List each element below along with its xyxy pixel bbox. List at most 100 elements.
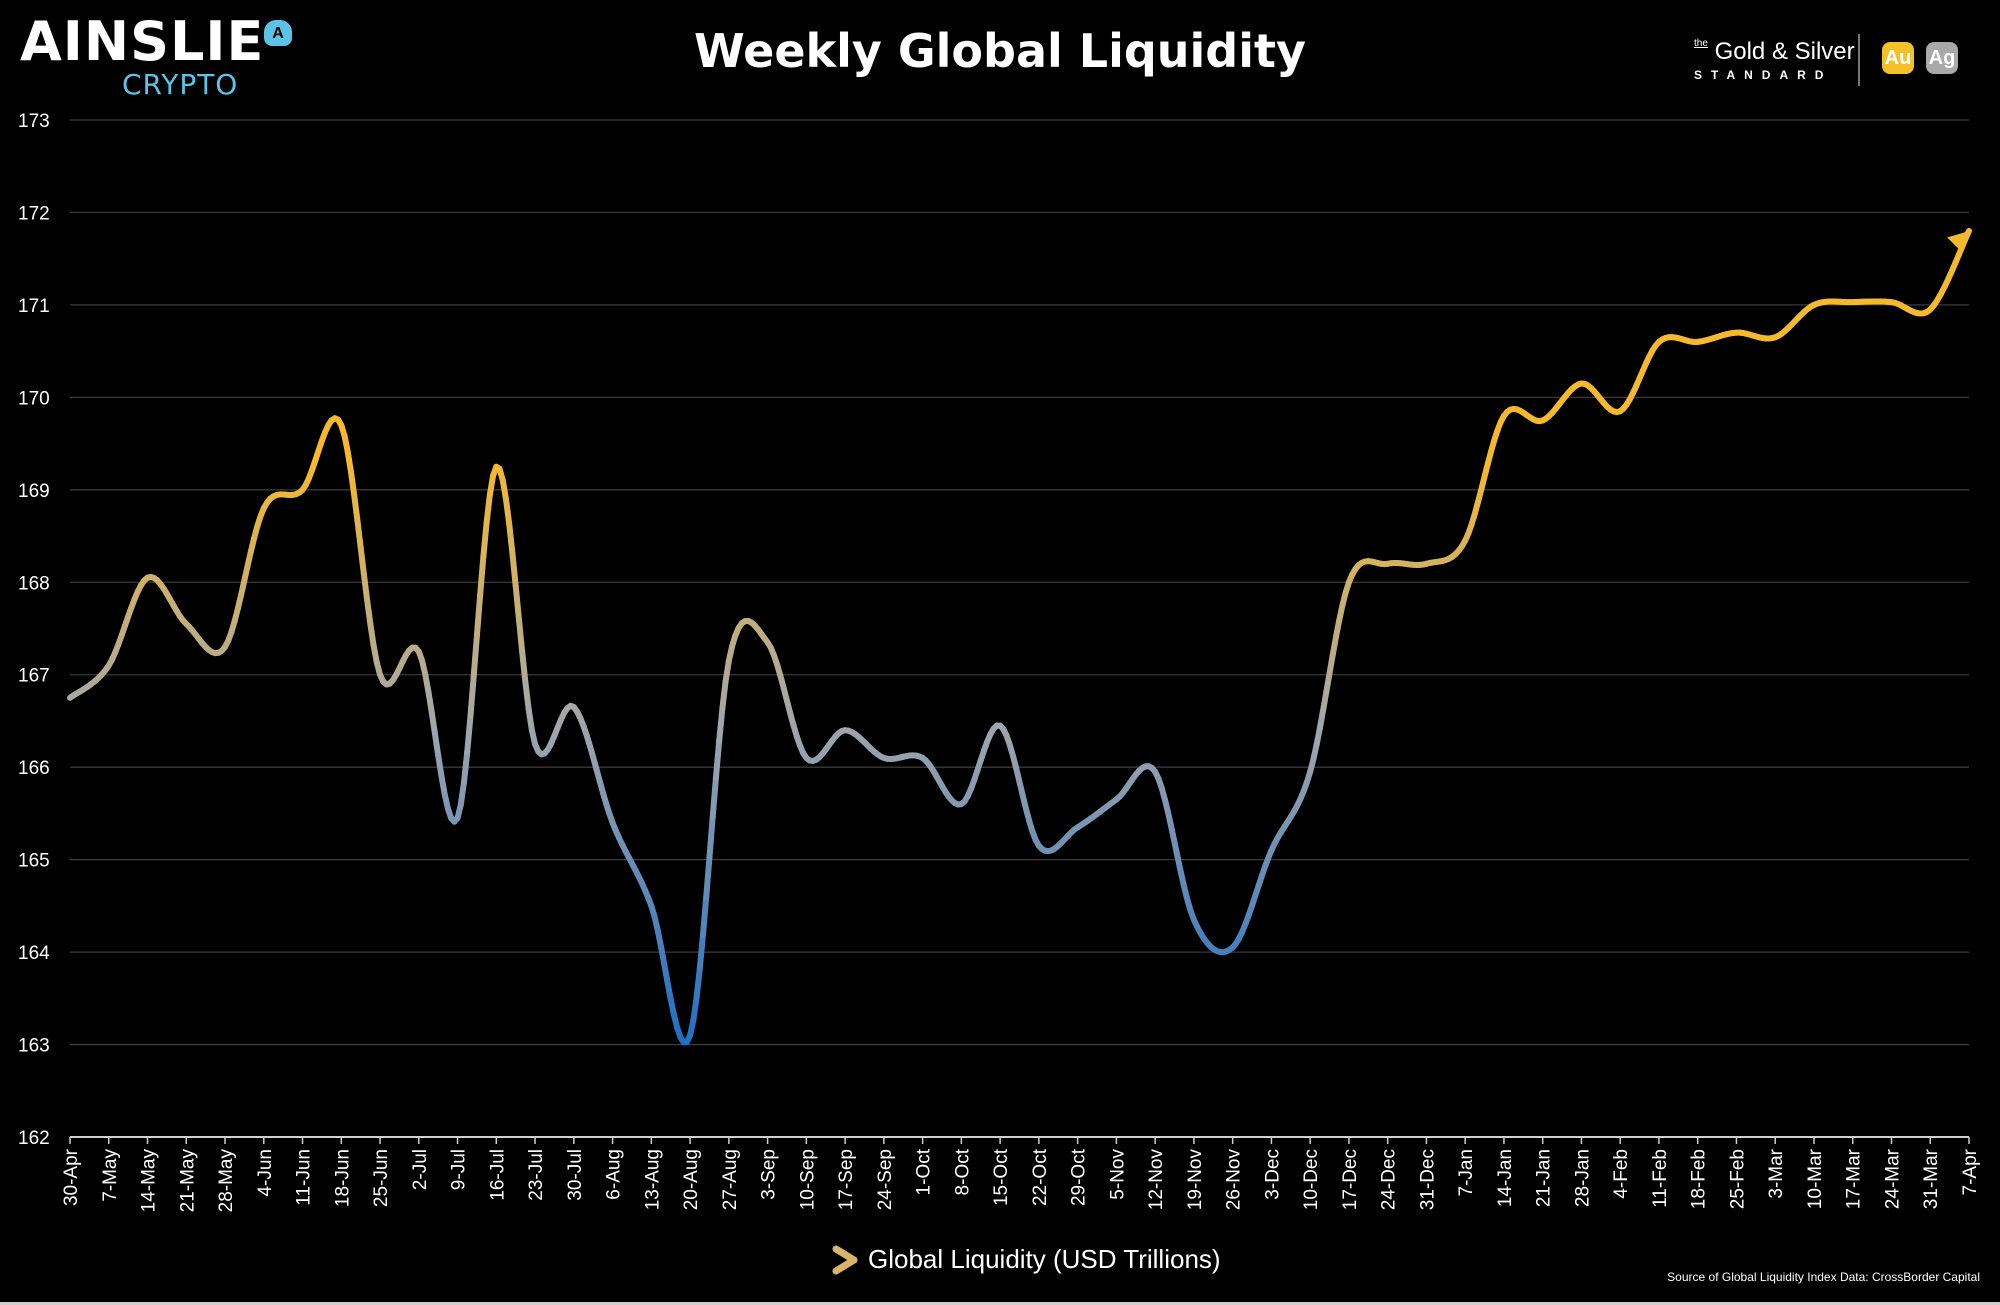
line-segment: [477, 553, 487, 598]
line-segment: [719, 678, 729, 712]
x-tick-label: 18-Jun: [332, 1149, 353, 1207]
line-segment: [506, 521, 516, 557]
x-tick-label: 15-Oct: [991, 1148, 1012, 1206]
x-tick-label: 10-Sep: [797, 1149, 818, 1210]
series-arrowhead: [1947, 230, 1969, 253]
data-points: [70, 231, 1969, 1036]
x-tick-label: 24-Sep: [875, 1149, 896, 1210]
x-tick-label: 7-May: [100, 1149, 121, 1202]
line-segment: [464, 712, 474, 755]
line-segment: [1323, 670, 1333, 696]
x-tick-label: 7-Apr: [1960, 1148, 1981, 1195]
silver-icon: Ag: [1926, 42, 1958, 74]
line-segment: [525, 705, 535, 733]
y-axis-ticks: 162 163 164 165 166 167 168 169 170 171 172 173: [18, 111, 50, 1149]
x-tick-label: 17-Dec: [1340, 1149, 1361, 1210]
y-tick-label: 172: [18, 203, 50, 224]
y-tick-label: 168: [18, 573, 50, 594]
bottom-border: [0, 1302, 2000, 1305]
x-tick-label: 10-Mar: [1805, 1148, 1826, 1209]
line-segment: [367, 621, 377, 649]
x-tick-label: 14-May: [139, 1149, 160, 1213]
line-segment: [522, 679, 532, 712]
y-tick-label: 169: [18, 481, 50, 502]
x-tick-label: 9-Jul: [449, 1149, 470, 1190]
x-tick-label: 3-Dec: [1262, 1149, 1283, 1200]
source-note: Source of Global Liquidity Index Data: C…: [1667, 1270, 1980, 1284]
line-segment: [431, 730, 442, 759]
legend-label: Global Liquidity (USD Trillions): [868, 1244, 1221, 1274]
line-segment: [364, 597, 374, 628]
line-segment: [486, 472, 497, 498]
line-segment: [512, 582, 522, 622]
line-segment: [1326, 651, 1336, 677]
x-tick-label: 18-Feb: [1689, 1149, 1710, 1209]
line-segment: [473, 591, 484, 639]
y-tick-label: 163: [18, 1036, 50, 1057]
x-tick-label: 2-Jul: [410, 1149, 431, 1190]
line-segment: [357, 544, 367, 578]
gold-silver-standard-logo: the Gold & Silver STANDARD: [1694, 38, 1855, 82]
x-tick-label: 27-Aug: [720, 1149, 741, 1210]
partner-the: the: [1694, 38, 1708, 49]
line-segment: [480, 519, 490, 560]
x-tick-label: 4-Feb: [1611, 1149, 1632, 1199]
y-tick-label: 166: [18, 758, 50, 779]
line-segment: [351, 492, 361, 524]
x-tick-label: 31-Mar: [1921, 1148, 1942, 1209]
x-tick-label: 5-Nov: [1107, 1149, 1128, 1200]
x-tick-label: 21-Jan: [1534, 1149, 1555, 1207]
line-segment: [354, 517, 364, 551]
line-segment: [344, 448, 354, 475]
x-tick-label: 12-Nov: [1146, 1149, 1167, 1211]
x-tick-label: 24-Mar: [1882, 1148, 1903, 1209]
x-tick-label: 10-Dec: [1301, 1149, 1322, 1210]
line-segment: [722, 657, 732, 685]
y-tick-label: 167: [18, 666, 50, 687]
x-tick-label: 11-Jun: [294, 1149, 315, 1206]
x-tick-label: 6-Aug: [604, 1149, 625, 1200]
partner-name: Gold & Silver: [1714, 38, 1855, 65]
logo-badge-icon: A: [264, 20, 292, 46]
line-segment: [483, 491, 493, 526]
logo-text: AINSLIE: [20, 10, 265, 73]
line-segment: [1329, 633, 1339, 658]
y-tick-label: 164: [18, 943, 50, 964]
line-segment: [347, 468, 358, 499]
x-tick-label: 22-Oct: [1030, 1148, 1051, 1206]
y-tick-label: 173: [18, 111, 50, 132]
line-segment: [461, 748, 471, 786]
gridlines: [70, 119, 1969, 1138]
line-segment: [467, 673, 477, 719]
line-segment: [499, 477, 509, 503]
x-tick-label: 4-Jun: [255, 1149, 276, 1197]
x-tick-label: 7-Jan: [1456, 1149, 1477, 1197]
x-tick-label: 30-Jul: [565, 1149, 586, 1201]
x-tick-label: 1-Oct: [914, 1148, 935, 1195]
line-segment: [690, 994, 700, 1024]
x-tick-label: 30-Apr: [61, 1148, 82, 1206]
line-segment: [700, 893, 710, 938]
logo-subtext: CRYPTO: [122, 68, 239, 101]
x-tick-label: 20-Aug: [681, 1149, 702, 1210]
series-line-global-liquidity: [67, 227, 1972, 1046]
line-segment: [360, 571, 371, 604]
x-tick-label: 8-Oct: [952, 1148, 973, 1195]
x-tick-label: 14-Jan: [1495, 1149, 1516, 1207]
x-tick-label: 17-Sep: [836, 1149, 857, 1210]
gold-icon: Au: [1882, 42, 1914, 74]
line-segment: [1320, 689, 1330, 714]
legend: Global Liquidity (USD Trillions): [802, 1244, 1221, 1275]
line-segment: [428, 709, 438, 737]
x-tick-label: 25-Feb: [1727, 1149, 1748, 1209]
y-tick-label: 170: [18, 388, 50, 409]
y-tick-label: 171: [18, 296, 50, 317]
x-tick-label: 21-May: [177, 1149, 198, 1213]
line-segment: [696, 931, 706, 972]
x-tick-label: 28-May: [216, 1149, 237, 1213]
line-segment: [519, 648, 529, 686]
ainslie-crypto-logo: AINSLIE A CRYPTO: [20, 10, 292, 101]
x-tick-label: 3-Sep: [759, 1149, 780, 1200]
line-segment: [470, 632, 480, 680]
